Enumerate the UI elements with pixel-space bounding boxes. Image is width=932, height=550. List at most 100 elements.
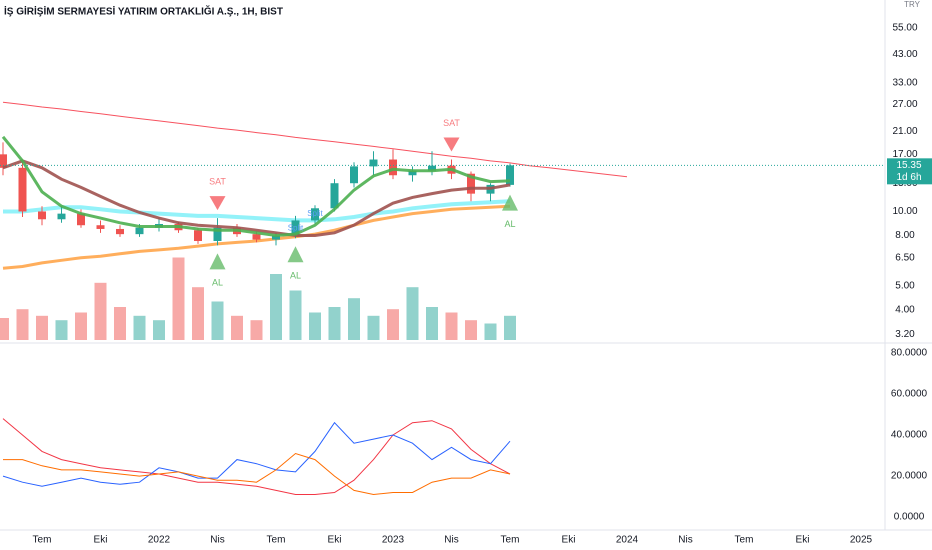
volume-bar bbox=[289, 290, 302, 340]
moving-average bbox=[3, 199, 511, 223]
y-tick-label: 40.0000 bbox=[891, 430, 928, 441]
volume-bar bbox=[387, 309, 399, 340]
volume-bar bbox=[153, 320, 165, 340]
volume-bar bbox=[250, 320, 263, 340]
candle-body bbox=[77, 213, 85, 226]
candle-body bbox=[369, 159, 378, 167]
buy-label: AL bbox=[504, 219, 515, 229]
y-tick-label: 21.00 bbox=[892, 126, 917, 137]
candle-body bbox=[57, 213, 66, 220]
moving-average bbox=[2, 159, 511, 237]
volume-bar bbox=[465, 320, 477, 340]
x-tick-label: Nis bbox=[210, 535, 224, 546]
y-tick-label: 27.00 bbox=[892, 99, 917, 110]
y-tick-label: 43.00 bbox=[892, 49, 917, 60]
candle-body bbox=[272, 235, 280, 240]
volume-bar bbox=[133, 315, 146, 340]
volume-bar bbox=[309, 312, 321, 340]
volume-bar bbox=[328, 307, 341, 340]
candle-body bbox=[467, 173, 475, 194]
candle-body bbox=[96, 225, 105, 229]
x-tick-label: Tem bbox=[501, 535, 520, 546]
sell-marker bbox=[443, 137, 460, 152]
x-tick-label: Nis bbox=[444, 535, 458, 546]
sell-label: SAT bbox=[209, 176, 226, 186]
candle-body bbox=[408, 170, 417, 176]
x-tick-label: Nis bbox=[678, 535, 692, 546]
y-tick-label: 4.00 bbox=[895, 305, 915, 316]
buy-marker bbox=[287, 246, 304, 263]
candle-body bbox=[506, 165, 514, 185]
price-tag: 15.35 bbox=[896, 160, 921, 171]
x-tick-label: 2024 bbox=[616, 535, 639, 546]
y-tick-label: 60.0000 bbox=[891, 389, 928, 400]
chart-title: İŞ GİRİŞİM SERMAYESİ YATIRIM ORTAKLIĞI A… bbox=[4, 5, 283, 18]
volume-bar bbox=[172, 257, 185, 340]
x-tick-label: Tem bbox=[33, 535, 52, 546]
buy-label: AL bbox=[290, 271, 301, 281]
x-tick-label: Tem bbox=[267, 535, 286, 546]
volume-bar bbox=[55, 320, 68, 340]
x-tick-label: Eki bbox=[328, 535, 342, 546]
volume-bar bbox=[192, 287, 204, 340]
y-tick-label: 8.00 bbox=[895, 230, 915, 241]
buy-marker bbox=[502, 194, 518, 211]
split-label: Split bbox=[288, 223, 304, 232]
price-tag-box bbox=[887, 158, 932, 185]
x-tick-label: Tem bbox=[735, 535, 754, 546]
y-tick-label: 0.0000 bbox=[894, 512, 925, 523]
y-tick-label: 80.0000 bbox=[891, 348, 928, 359]
split-label: Split bbox=[307, 209, 323, 218]
y-tick-label: 3.20 bbox=[895, 329, 915, 340]
x-tick-label: Eki bbox=[562, 535, 576, 546]
candle-body bbox=[213, 227, 222, 242]
volume-bar bbox=[484, 323, 497, 340]
x-tick-label: Eki bbox=[94, 535, 108, 546]
volume-bar bbox=[16, 309, 29, 340]
indicator-line bbox=[2, 418, 511, 495]
candle-body bbox=[18, 167, 27, 212]
candle-body bbox=[116, 228, 124, 235]
candle-body bbox=[389, 159, 397, 176]
x-tick-label: 2023 bbox=[382, 535, 405, 546]
volume-bar bbox=[348, 298, 360, 340]
candle-body bbox=[428, 165, 436, 171]
sell-marker bbox=[209, 196, 226, 211]
buy-label: AL bbox=[212, 278, 223, 288]
trendline bbox=[2, 101, 628, 178]
y-tick-label: 10.00 bbox=[892, 206, 917, 217]
y-tick-label: 17.00 bbox=[892, 149, 917, 160]
indicator-line bbox=[3, 452, 511, 496]
sell-label: SAT bbox=[443, 118, 460, 128]
candle-body bbox=[311, 208, 319, 221]
volume-bar bbox=[270, 274, 282, 340]
volume-bar bbox=[504, 315, 516, 340]
candle-body bbox=[0, 154, 7, 168]
volume-bar bbox=[445, 312, 458, 340]
currency: TRY bbox=[904, 0, 921, 9]
candle-body bbox=[194, 230, 202, 242]
y-tick-label: 33.00 bbox=[892, 78, 917, 89]
candle-body bbox=[135, 227, 144, 235]
volume-bar bbox=[114, 307, 126, 340]
volume-bar bbox=[426, 307, 438, 340]
y-tick-label: 55.00 bbox=[892, 23, 917, 34]
y-tick-label: 20.0000 bbox=[891, 471, 928, 482]
volume-bar bbox=[0, 318, 9, 340]
volume-bar bbox=[94, 282, 107, 340]
indicator-line bbox=[2, 421, 511, 487]
moving-average bbox=[1, 135, 511, 238]
volume-bar bbox=[367, 315, 380, 340]
x-tick-label: 2022 bbox=[148, 535, 171, 546]
buy-marker bbox=[209, 253, 226, 270]
candle-body bbox=[330, 183, 339, 209]
x-tick-label: 2025 bbox=[850, 535, 873, 546]
candle-body bbox=[350, 166, 358, 184]
candle-body bbox=[252, 234, 261, 240]
x-tick-label: Eki bbox=[796, 535, 810, 546]
candle-body bbox=[291, 220, 300, 236]
y-tick-label: 5.00 bbox=[895, 281, 915, 292]
y-tick-label: 6.50 bbox=[895, 252, 915, 263]
